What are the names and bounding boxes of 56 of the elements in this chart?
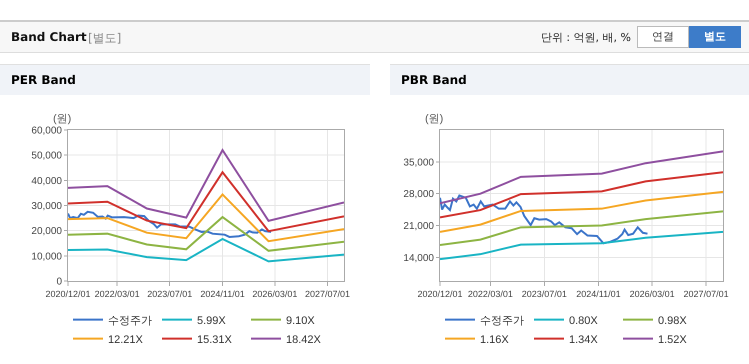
y-tick-label: 60,000 bbox=[31, 126, 62, 136]
line-series bbox=[440, 230, 723, 260]
x-tick-label: 2020/12/01 bbox=[45, 288, 91, 299]
x-tick-label: 2022/03/01 bbox=[94, 288, 140, 299]
y-tick-label: 14,000 bbox=[403, 252, 434, 264]
line-series bbox=[440, 171, 723, 218]
text: 별도 bbox=[689, 26, 741, 48]
x-tick-label: 2020/12/01 bbox=[417, 288, 463, 299]
x-tick-label: 2024/11/01 bbox=[200, 288, 245, 299]
line-series bbox=[440, 190, 723, 233]
line-series bbox=[440, 150, 723, 204]
y-tick-label: 35,000 bbox=[403, 157, 434, 168]
line-series bbox=[68, 193, 344, 242]
y-tick-label: 28,000 bbox=[403, 189, 434, 200]
legend-label: 1.16X bbox=[480, 334, 510, 346]
chart-title: PER Band bbox=[0, 64, 370, 95]
y-tick-label: 30,000 bbox=[31, 201, 62, 212]
legend-label: 15.31X bbox=[197, 334, 233, 346]
legend-label: 0.80X bbox=[569, 314, 598, 327]
x-tick-label: 2024/11/01 bbox=[576, 288, 621, 299]
legend-label: 0.98X bbox=[658, 314, 688, 327]
line-series bbox=[68, 149, 344, 222]
line-series bbox=[440, 210, 723, 246]
y-tick-label: 0 bbox=[56, 276, 62, 288]
y-tick-label: 20,000 bbox=[31, 226, 62, 238]
x-tick-label: 2026/03/01 bbox=[252, 288, 298, 299]
line-series bbox=[68, 238, 344, 262]
line-series bbox=[68, 210, 272, 238]
text: [별도] bbox=[88, 30, 122, 47]
text: 연결 bbox=[637, 26, 689, 48]
x-tick-label: 2027/07/01 bbox=[684, 288, 729, 299]
x-tick-label: 2023/07/01 bbox=[522, 288, 567, 299]
line-series bbox=[68, 216, 344, 252]
legend-label: 수정주가 bbox=[480, 314, 524, 327]
legend-label: 1.34X bbox=[569, 334, 598, 346]
legend-label: 9.10X bbox=[286, 314, 316, 327]
x-tick-label: 2023/07/01 bbox=[147, 288, 192, 299]
line-series bbox=[440, 194, 648, 244]
y-tick-label: 21,000 bbox=[403, 221, 434, 232]
y-tick-label: 40,000 bbox=[31, 176, 62, 187]
y-axis-title: (원) bbox=[53, 113, 72, 125]
line-series bbox=[68, 171, 344, 232]
x-tick-label: 2022/03/01 bbox=[468, 288, 513, 299]
chart-title: PBR Band bbox=[390, 64, 749, 95]
x-tick-label: 2026/03/01 bbox=[630, 288, 675, 299]
y-tick-label: 10,000 bbox=[31, 251, 62, 262]
legend-label: 5.99X bbox=[197, 314, 226, 327]
legend-label: 수정주가 bbox=[108, 314, 152, 327]
legend-label: 18.42X bbox=[286, 334, 322, 346]
y-tick-label: 50,000 bbox=[31, 150, 62, 162]
text: 단위 : 억원, 배, % bbox=[540, 30, 631, 45]
text: Band Chart bbox=[11, 30, 87, 44]
x-tick-label: 2027/07/01 bbox=[304, 288, 350, 299]
y-axis-title: (원) bbox=[425, 113, 444, 125]
legend-label: 12.21X bbox=[108, 334, 144, 346]
legend-label: 1.52X bbox=[658, 334, 688, 346]
